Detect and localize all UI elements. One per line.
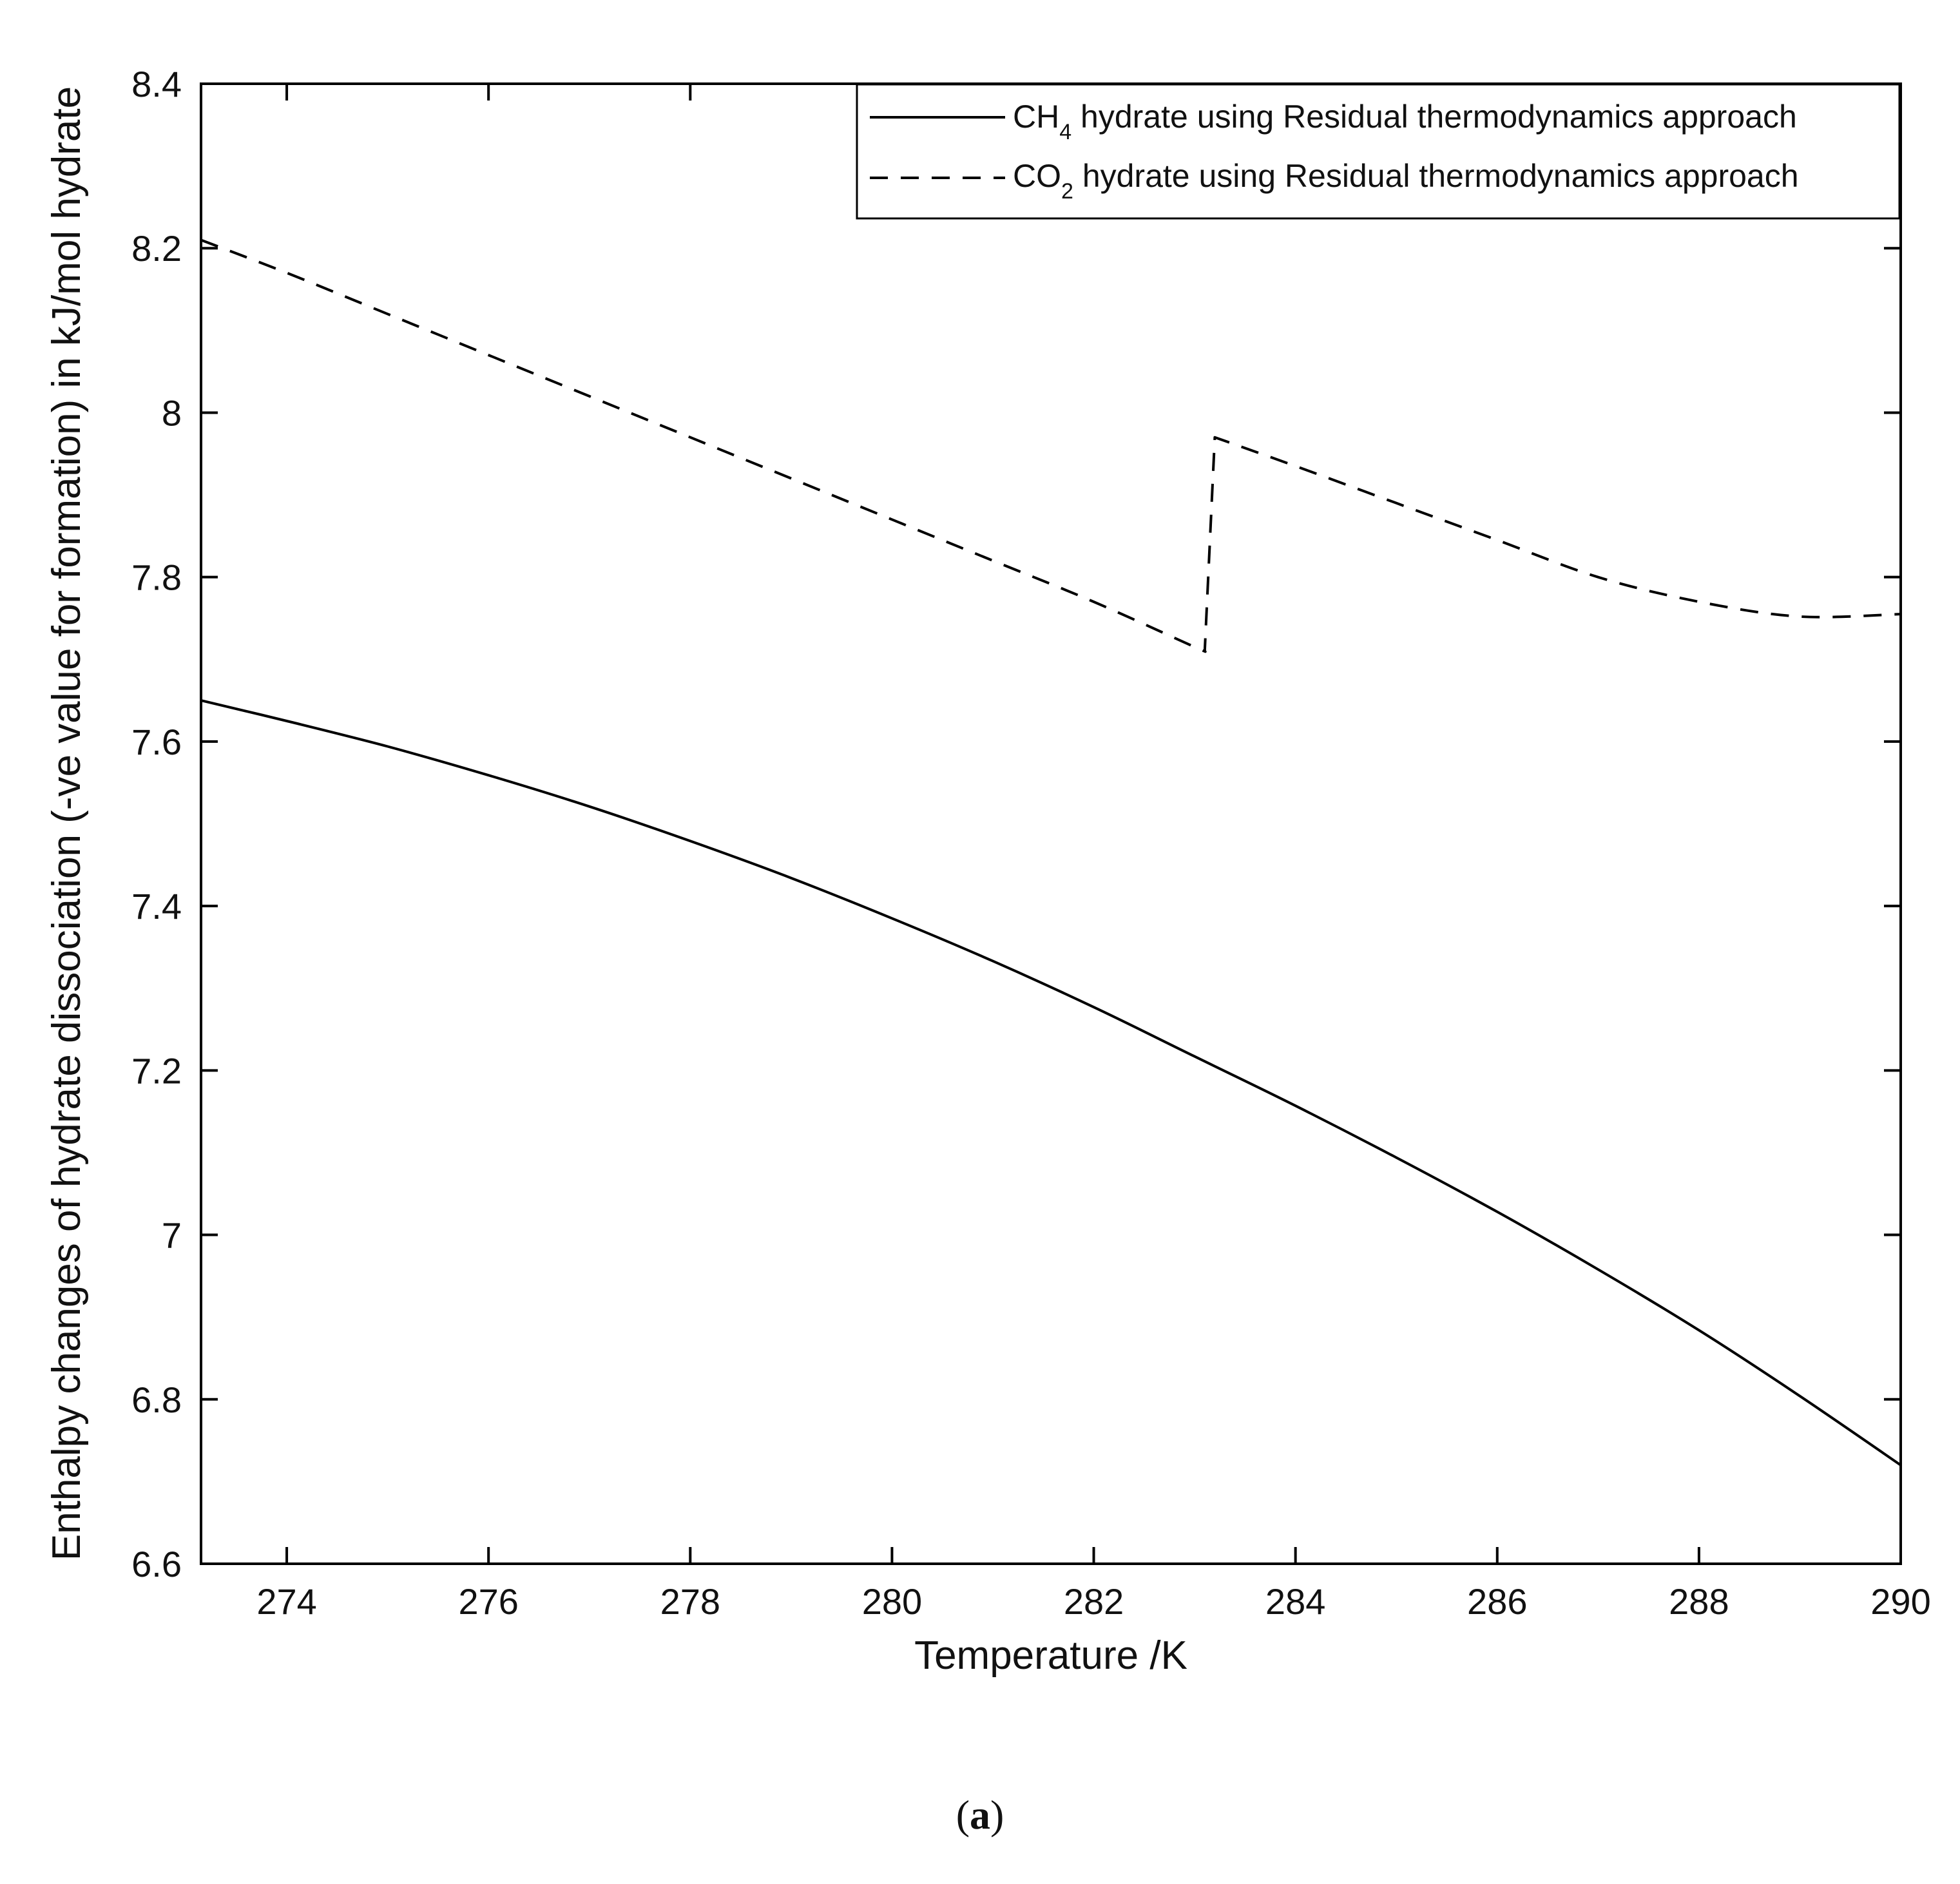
x-tick-label: 282: [1064, 1581, 1124, 1622]
legend: CH4 hydrate using Residual thermodynamic…: [856, 83, 1901, 220]
x-tick-label: 284: [1265, 1581, 1325, 1622]
y-tick-label: 7.6: [131, 722, 182, 762]
y-tick-label: 7.8: [131, 557, 182, 598]
x-tick-label: 276: [458, 1581, 518, 1622]
legend-label-ch4: CH4 hydrate using Residual thermodynamic…: [1013, 99, 1797, 144]
x-tick-label: 278: [660, 1581, 720, 1622]
legend-box: [856, 83, 1901, 220]
x-tick-label: 274: [256, 1581, 316, 1622]
figure-caption: (a): [956, 1792, 1004, 1838]
y-axis-title: Enthalpy changes of hydrate dissociation…: [44, 86, 89, 1561]
series-layer: [200, 238, 1902, 1466]
x-axis-ticks: 274 276 278 280 282 284 286 288 290: [256, 84, 1931, 1622]
x-tick-label: 288: [1669, 1581, 1729, 1622]
y-tick-label: 7.2: [131, 1050, 182, 1091]
y-tick-label: 7.4: [131, 886, 182, 927]
y-tick-label: 6.6: [131, 1544, 182, 1584]
plot-area: [200, 82, 1902, 1565]
y-axis-ticks: 6.6 6.8 7 7.2 7.4 7.6 7.8 8 8.2 8.4: [131, 64, 1901, 1584]
legend-label-co2: CO2 hydrate using Residual thermodynamic…: [1013, 158, 1799, 204]
series-line-co2: [200, 238, 1901, 653]
x-tick-label: 286: [1467, 1581, 1527, 1622]
x-tick-label: 280: [862, 1581, 922, 1622]
y-tick-label: 8.2: [131, 228, 182, 269]
y-tick-label: 6.8: [131, 1379, 182, 1420]
y-tick-label: 7: [162, 1215, 182, 1256]
series-line-ch4: [200, 699, 1902, 1466]
x-tick-label: 290: [1870, 1581, 1930, 1622]
y-tick-label: 8: [162, 392, 182, 433]
x-axis-title: Temperature /K: [914, 1633, 1187, 1678]
y-tick-label: 8.4: [131, 64, 182, 104]
